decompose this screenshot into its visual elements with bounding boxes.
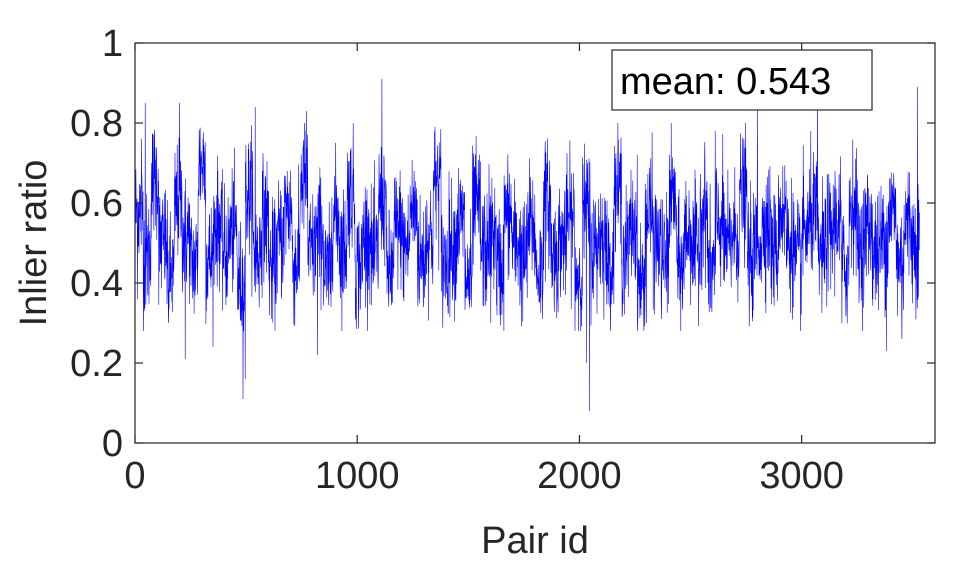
y-tick-label: 0.6 [70,183,123,225]
series-layer [134,78,920,412]
ticks-layer [134,42,935,444]
x-tick-label: 1000 [315,455,400,497]
mean-annotation-box [611,49,873,111]
y-tick-label: 0 [102,423,123,465]
y-tick-label: 0.2 [70,343,123,385]
y-tick-label: 0.4 [70,263,123,305]
x-tick-label: 0 [124,455,145,497]
y-axis-label: Inlier ratio [13,160,55,327]
x-tick-label: 2000 [537,455,622,497]
series-line [134,78,920,412]
tick-labels-layer: 0 1000 2000 3000 0 0.2 0.4 0.6 0.8 1 [70,23,844,497]
mean-annotation-text: mean: 0.543 [620,61,831,103]
mean-annotation: mean: 0.543 [611,49,873,111]
y-tick-label: 1 [102,23,123,65]
plot-frame [134,42,936,444]
x-tick-label: 3000 [759,455,844,497]
y-tick-label: 0.8 [70,103,123,145]
x-axis-label: Pair id [481,520,589,562]
